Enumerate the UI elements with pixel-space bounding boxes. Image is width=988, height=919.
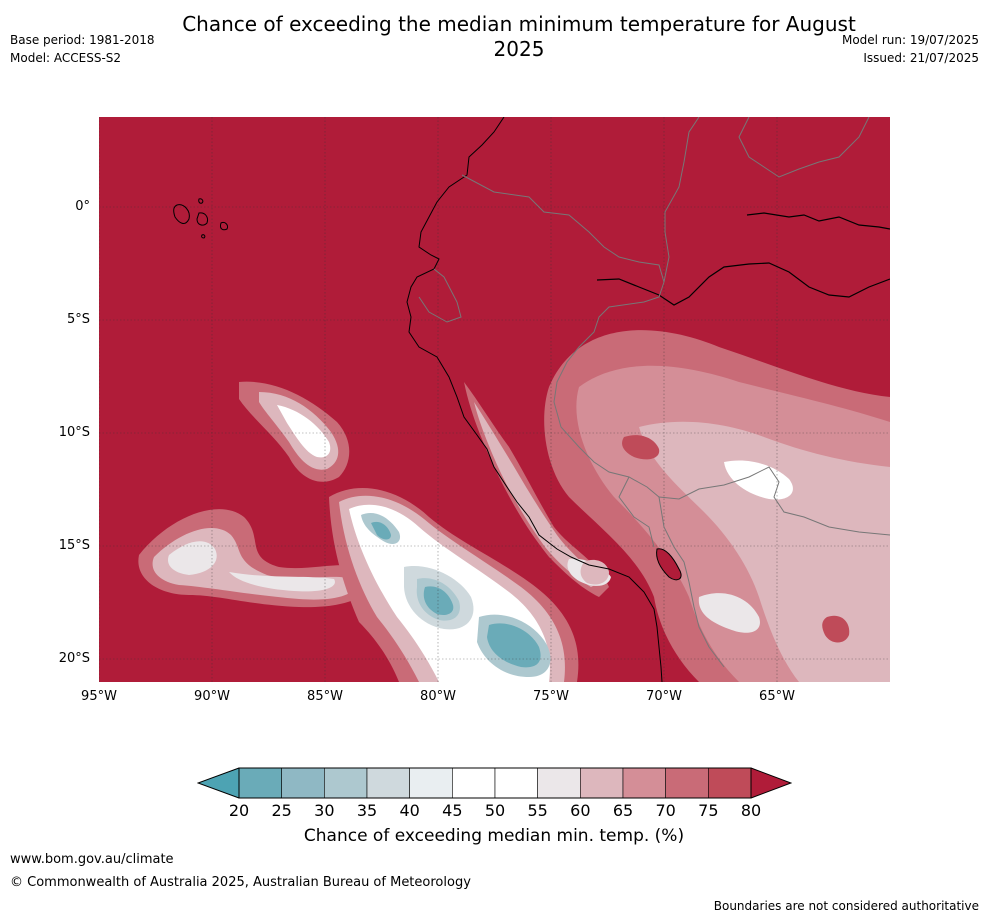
lat-tick-0: 0° <box>75 199 90 214</box>
lon-tick-95w: 95°W <box>81 689 117 704</box>
colorbar-tick: 35 <box>356 801 378 820</box>
map-svg <box>99 117 890 682</box>
colorbar-segment <box>452 767 496 799</box>
colorbar-tick: 30 <box>314 801 335 820</box>
colorbar-segment <box>281 767 325 799</box>
meta-right: Model run: 19/07/2025 Issued: 21/07/2025 <box>842 31 979 67</box>
amazon-river <box>596 262 890 306</box>
island-anomaly-blob <box>580 559 609 585</box>
coastline-north <box>746 212 890 230</box>
lon-tick-90w: 90°W <box>194 689 230 704</box>
colorbar-segment <box>537 767 581 799</box>
colorbar-arrow-outline <box>196 767 793 799</box>
lake-titicaca <box>656 548 682 581</box>
colorbar-under-arrow <box>198 768 239 798</box>
colorbar-tick: 45 <box>442 801 463 820</box>
lon-tick-70w: 70°W <box>646 689 682 704</box>
central-anomaly-band <box>329 487 579 682</box>
model-name: Model: ACCESS-S2 <box>10 51 122 65</box>
galapagos-islands <box>173 198 228 239</box>
colorbar-segment <box>494 767 538 799</box>
western-anomaly-band <box>239 381 350 482</box>
lat-tick-5s: 5°S <box>66 312 90 327</box>
colorbar-tick: 20 <box>228 801 250 820</box>
southwest-anomaly-band <box>138 509 372 608</box>
colorbar-label: Chance of exceeding median min. temp. (%… <box>303 826 685 846</box>
colorbar-segment <box>708 767 752 799</box>
colorbar-over-arrow <box>751 768 791 798</box>
copyright-text: © Commonwealth of Australia 2025, Austra… <box>10 875 471 890</box>
lon-tick-65w: 65°W <box>759 689 795 704</box>
colorbar-tick: 70 <box>655 801 676 820</box>
lon-tick-80w: 80°W <box>420 689 456 704</box>
graticule <box>99 117 890 682</box>
inland-anomaly-region <box>544 330 890 682</box>
colorbar-segment <box>409 767 453 799</box>
colorbar <box>196 767 793 801</box>
colorbar-svg <box>196 767 793 799</box>
colorbar-segment <box>366 767 410 799</box>
country-borders <box>418 117 890 668</box>
colorbar-tick: 55 <box>527 801 548 820</box>
lat-tick-15s: 15°S <box>58 538 90 553</box>
colorbar-tick: 50 <box>484 801 506 820</box>
colorbar-segment <box>238 767 282 799</box>
website-link[interactable]: www.bom.gov.au/climate <box>10 852 174 867</box>
base-period: Base period: 1981-2018 <box>10 33 155 47</box>
coastline <box>406 117 663 682</box>
lon-tick-75w: 75°W <box>533 689 569 704</box>
colorbar-segment <box>622 767 666 799</box>
issued-date: Issued: 21/07/2025 <box>863 51 979 65</box>
colorbar-segment <box>580 767 624 799</box>
lat-tick-20s: 20°S <box>58 651 90 666</box>
colorbar-segment <box>324 767 368 799</box>
colorbar-tick: 75 <box>698 801 719 820</box>
meta-left: Base period: 1981-2018 Model: ACCESS-S2 <box>10 31 155 67</box>
colorbar-tick: 60 <box>570 801 591 820</box>
model-run: Model run: 19/07/2025 <box>841 33 979 47</box>
lon-tick-85w: 85°W <box>307 689 343 704</box>
colorbar-tick: 65 <box>612 801 634 820</box>
colorbar-segment <box>665 767 709 799</box>
colorbar-tick: 25 <box>271 801 292 820</box>
lat-tick-10s: 10°S <box>58 425 90 440</box>
colorbar-frame <box>238 767 752 799</box>
disclaimer-text: Boundaries are not considered authoritat… <box>713 899 979 913</box>
colorbar-tick: 40 <box>399 801 420 820</box>
colorbar-tick: 80 <box>740 801 762 820</box>
map-panel[interactable] <box>99 117 890 682</box>
map-title: Chance of exceeding the median minimum t… <box>182 12 856 61</box>
